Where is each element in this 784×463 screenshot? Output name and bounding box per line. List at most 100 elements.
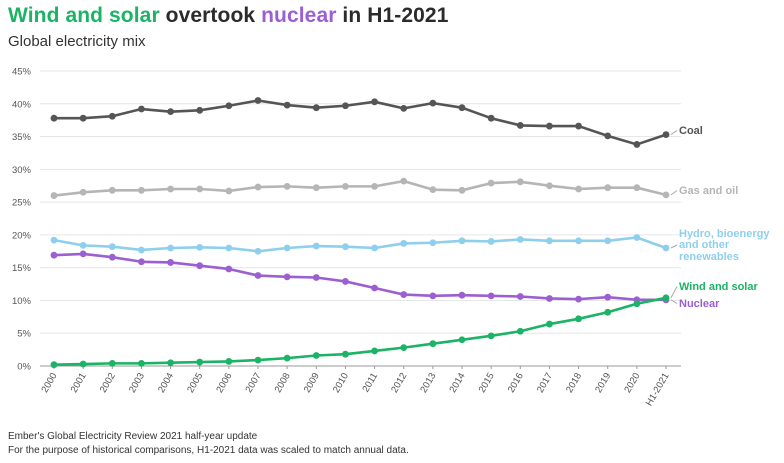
data-point-coal [50,114,58,122]
x-tick-label: 2018 [564,371,584,395]
label-leader-coal [670,130,678,136]
data-point-coal [546,122,553,130]
data-point-coal [108,112,116,120]
x-tick-label: 2003 [127,371,147,395]
data-point-wind-and-solar [487,332,495,340]
data-point-gas-and-oil [604,184,612,192]
data-point-nuclear [400,291,408,298]
x-tick-label: 2014 [448,371,468,395]
data-point-gas-and-oil [662,191,670,199]
data-point-hydro-bioenergy-and-other-renewables [400,240,408,247]
data-point-gas-and-oil [283,182,291,190]
data-point-coal [400,104,408,112]
data-point-gas-and-oil [575,185,582,193]
data-point-coal [254,97,262,104]
x-tick-label: 2007 [244,371,264,395]
data-point-hydro-bioenergy-and-other-renewables [108,243,116,251]
data-point-nuclear [312,274,320,281]
data-point-nuclear [371,284,378,292]
end-label-hydro-bioenergy-and-other-renewables: and other [679,239,730,251]
data-point-nuclear [79,250,87,258]
data-point-nuclear [50,251,58,259]
x-tick-label: 2010 [331,371,351,395]
data-point-hydro-bioenergy-and-other-renewables [167,244,174,252]
x-tick-label: 2000 [40,371,60,395]
x-tick-label: 2001 [69,371,89,395]
title-period: in H1-2021 [336,4,449,27]
data-point-hydro-bioenergy-and-other-renewables [604,237,612,245]
x-tick-label: H1-2021 [644,371,672,408]
data-point-wind-and-solar [342,350,349,358]
x-tick-label: 2002 [98,371,118,395]
data-point-gas-and-oil [225,187,233,195]
x-tick-label: 2020 [622,371,642,395]
data-point-wind-and-solar [225,358,233,365]
x-tick-label: 2016 [506,371,526,395]
data-point-gas-and-oil [487,179,495,187]
y-tick-label: 5% [17,329,31,340]
data-point-gas-and-oil [400,177,408,185]
data-point-hydro-bioenergy-and-other-renewables [225,244,233,252]
data-point-wind-and-solar [108,359,116,367]
data-point-gas-and-oil [79,188,87,196]
data-point-coal [575,122,582,130]
y-tick-label: 30% [12,165,32,176]
y-tick-label: 40% [12,99,32,110]
data-point-hydro-bioenergy-and-other-renewables [138,246,145,254]
data-point-hydro-bioenergy-and-other-renewables [633,234,641,241]
label-leader-wind-and-solar [670,286,678,299]
x-tick-label: 2005 [185,371,205,395]
data-point-wind-and-solar [575,315,582,323]
data-point-hydro-bioenergy-and-other-renewables [662,244,670,252]
data-point-nuclear [342,278,349,285]
data-point-coal [167,108,174,116]
series-line-hydro-bioenergy-and-other-renewables [53,236,667,253]
data-point-nuclear [487,292,495,300]
data-point-nuclear [138,258,145,266]
chart-subtitle: Global electricity mix [8,33,146,50]
data-point-wind-and-solar [604,308,612,316]
x-tick-label: 2015 [477,371,497,395]
data-point-hydro-bioenergy-and-other-renewables [487,238,495,245]
x-tick-label: 2009 [302,371,322,395]
chart-title: Wind and solar overtook nuclear in H1-20… [8,4,449,28]
y-tick-label: 20% [12,230,32,241]
data-point-wind-and-solar [662,294,670,302]
data-point-coal [633,141,641,148]
end-label-hydro-bioenergy-and-other-renewables: renewables [679,251,739,263]
data-point-wind-and-solar [50,361,58,369]
x-tick-label: 2008 [273,371,293,395]
footer-source: Ember's Global Electricity Review 2021 h… [8,431,258,442]
data-point-hydro-bioenergy-and-other-renewables [458,237,466,245]
data-point-gas-and-oil [312,184,320,192]
x-tick-label: 2011 [360,371,380,394]
data-point-gas-and-oil [254,183,262,191]
data-point-nuclear [283,273,291,281]
data-point-gas-and-oil [167,185,174,193]
data-point-hydro-bioenergy-and-other-renewables [371,244,378,252]
data-point-nuclear [516,293,524,300]
series-line-nuclear [53,252,666,302]
title-nuclear: nuclear [261,4,337,27]
x-tick-label: 2019 [593,371,613,395]
data-point-wind-and-solar [167,359,174,367]
data-point-hydro-bioenergy-and-other-renewables [516,236,524,243]
data-point-gas-and-oil [342,182,349,190]
y-tick-label: 15% [12,263,32,274]
x-tick-label: 2017 [535,371,555,395]
data-point-wind-and-solar [400,344,408,352]
label-leader-hydro-bioenergy-and-other-renewables [670,244,678,249]
data-point-coal [283,101,291,109]
data-point-gas-and-oil [429,186,437,194]
label-leader-nuclear [670,299,678,304]
x-tick-label: 2006 [214,371,234,395]
data-point-coal [604,132,612,140]
footer-note: For the purpose of historical comparison… [8,445,409,456]
series-line-coal [54,99,667,146]
title-wind-solar: Wind and solar [8,4,160,27]
data-point-wind-and-solar [429,340,437,348]
data-point-gas-and-oil [196,185,204,193]
data-point-wind-and-solar [371,347,378,355]
data-point-hydro-bioenergy-and-other-renewables [283,244,291,252]
